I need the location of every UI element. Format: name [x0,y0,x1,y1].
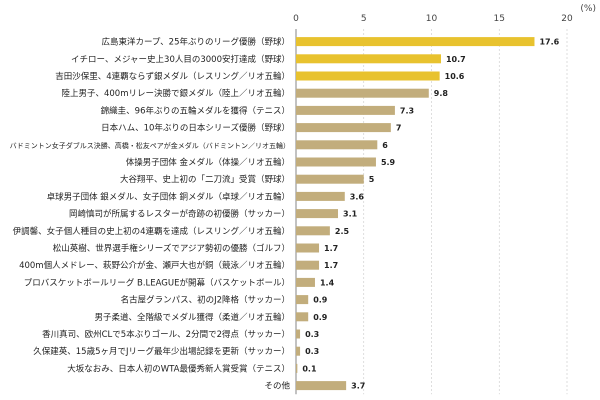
category-label: 男子柔道、全階級でメダル獲得（柔道／リオ五輪） [94,312,290,323]
category-label: バドミントン女子ダブルス決勝、高橋・松友ペアが金メダル（バドミントン／リオ五輪） [10,141,290,150]
category-label: その他 [264,381,290,392]
bar [296,191,345,201]
bar [296,37,535,47]
bar [296,105,395,115]
bars: 広島東洋カープ、25年ぶりのリーグ優勝（野球） 17.6 イチロー、メジャー史上30… [10,37,560,392]
value-label: 3.6 [350,192,365,201]
bar-row: 岡崎慎司が所属するレスターが奇跡の初優勝（サッカー） 3.1 [69,209,358,220]
unit-label: (%) [580,4,596,14]
bar-row: 久保建英、15歳5ヶ月でJリーグ最年少出場記録を更新（サッカー） 0.3 [33,346,319,357]
category-label: 久保建英、15歳5ヶ月でJリーグ最年少出場記録を更新（サッカー） [33,346,290,357]
bar [296,243,320,253]
category-label: 広島東洋カープ、25年ぶりのリーグ優勝（野球） [101,37,290,48]
bar [296,329,301,339]
x-tick-label: 15 [494,14,505,24]
value-label: 2.5 [335,227,350,236]
category-label: 陸上男子、400mリレー決勝で銀メダル（陸上／リオ五輪） [61,88,290,99]
value-label: 0.1 [302,364,317,373]
value-label: 3.7 [351,382,365,391]
value-label: 3.1 [343,210,358,219]
category-label: 名古屋グランパス、初のJ2降格（サッカー） [121,295,290,306]
value-label: 10.6 [445,72,465,81]
value-label: 0.3 [305,330,319,339]
category-label: 錦織圭、96年ぶりの五輪メダルを獲得（テニス） [101,105,290,116]
category-label: 大坂なおみ、日本人初のWTA最優秀新人賞受賞（テニス） [67,363,290,374]
bar [296,226,330,236]
value-label: 5 [369,175,375,184]
bar [296,54,441,64]
category-label: 松山英樹、世界選手権シリーズでアジア勢初の優勝（ゴルフ） [53,243,290,254]
bar [296,209,339,219]
bar-row: バドミントン女子ダブルス決勝、高橋・松友ペアが金メダル（バドミントン／リオ五輪）… [10,140,388,150]
bar-row: 日本ハム、10年ぶりの日本シリーズ優勝（野球） 7 [101,123,401,134]
bar-row: 男子柔道、全階級でメダル獲得（柔道／リオ五輪） 0.9 [94,312,327,323]
bar [296,346,301,356]
bar [296,277,315,287]
category-label: 香川真司、欧州CLで5本ぶりゴール、2分間で2得点（サッカー） [42,329,290,340]
x-tick-label: 20 [561,14,573,24]
value-label: 7 [396,124,402,133]
bar-row: 香川真司、欧州CLで5本ぶりゴール、2分間で2得点（サッカー） 0.3 [42,329,319,340]
bar [296,174,364,184]
category-label: 400m個人メドレー、萩野公介が金、瀬戸大也が銅（競泳／リオ五輪） [19,260,290,271]
value-label: 1.7 [324,261,338,270]
category-label: 日本ハム、10年ぶりの日本シリーズ優勝（野球） [101,123,290,134]
bar-row: 吉田沙保里、4連覇ならず銀メダル（レスリング／リオ五輪） 10.6 [55,71,465,82]
value-label: 10.7 [446,55,466,64]
bar-row: 体操男子団体 金メダル（体操／リオ五輪） 5.9 [126,157,396,168]
value-label: 7.3 [400,106,414,115]
bar [296,260,320,270]
value-label: 1.4 [320,278,335,287]
x-tick-label: 10 [426,14,438,24]
bar-row: イチロー、メジャー史上30人目の3000安打達成（野球） 10.7 [71,54,466,65]
value-label: 17.6 [539,38,559,47]
bar-row: 卓球男子団体 銀メダル、女子団体 銅メダル（卓球／リオ五輪） 3.6 [47,191,365,202]
bar [296,381,347,391]
bar [296,140,378,150]
category-label: 岡崎慎司が所属するレスターが奇跡の初優勝（サッカー） [69,209,290,220]
bar [296,157,376,167]
bar-row: 広島東洋カープ、25年ぶりのリーグ優勝（野球） 17.6 [101,37,559,48]
category-label: 吉田沙保里、4連覇ならず銀メダル（レスリング／リオ五輪） [55,71,290,82]
category-label: 伊調馨、女子個人種目の史上初の4連覇を達成（レスリング／リオ五輪） [13,226,290,237]
bar-row: 伊調馨、女子個人種目の史上初の4連覇を達成（レスリング／リオ五輪） 2.5 [13,226,350,237]
bar [296,312,309,322]
value-label: 6 [382,141,388,150]
bar [296,295,309,305]
bar [296,363,298,373]
bar-row: その他 3.7 [264,381,365,392]
value-label: 0.9 [313,296,328,305]
bar [296,71,440,81]
value-label: 1.7 [324,244,338,253]
category-label: イチロー、メジャー史上30人目の3000安打達成（野球） [71,54,290,65]
x-tick-label: 5 [361,14,367,24]
category-label: プロバスケットボールリーグ B.LEAGUEが開幕（バスケットボール） [24,277,290,288]
bar-row: プロバスケットボールリーグ B.LEAGUEが開幕（バスケットボール） 1.4 [24,277,335,288]
value-label: 0.3 [305,347,319,356]
bar-row: 錦織圭、96年ぶりの五輪メダルを獲得（テニス） 7.3 [101,105,414,116]
bar [296,123,391,133]
x-axis-ticks: 0 5 10 15 20 [293,14,573,24]
bar [296,88,429,98]
x-tick-label: 0 [293,14,299,24]
value-label: 9.8 [434,89,449,98]
bar-row: 名古屋グランパス、初のJ2降格（サッカー） 0.9 [121,295,328,306]
bar-row: 大坂なおみ、日本人初のWTA最優秀新人賞受賞（テニス） 0.1 [67,363,317,374]
value-label: 5.9 [381,158,396,167]
value-label: 0.9 [313,313,328,322]
bar-row: 大谷翔平、史上初の「二刀流」受賞（野球） 5 [120,174,375,185]
category-label: 卓球男子団体 銀メダル、女子団体 銅メダル（卓球／リオ五輪） [47,191,290,202]
category-label: 大谷翔平、史上初の「二刀流」受賞（野球） [120,174,290,185]
bar-row: 400m個人メドレー、萩野公介が金、瀬戸大也が銅（競泳／リオ五輪） 1.7 [19,260,338,271]
bar-row: 陸上男子、400mリレー決勝で銀メダル（陸上／リオ五輪） 9.8 [61,88,448,99]
bar-row: 松山英樹、世界選手権シリーズでアジア勢初の優勝（ゴルフ） 1.7 [53,243,338,254]
category-label: 体操男子団体 金メダル（体操／リオ五輪） [126,157,290,168]
